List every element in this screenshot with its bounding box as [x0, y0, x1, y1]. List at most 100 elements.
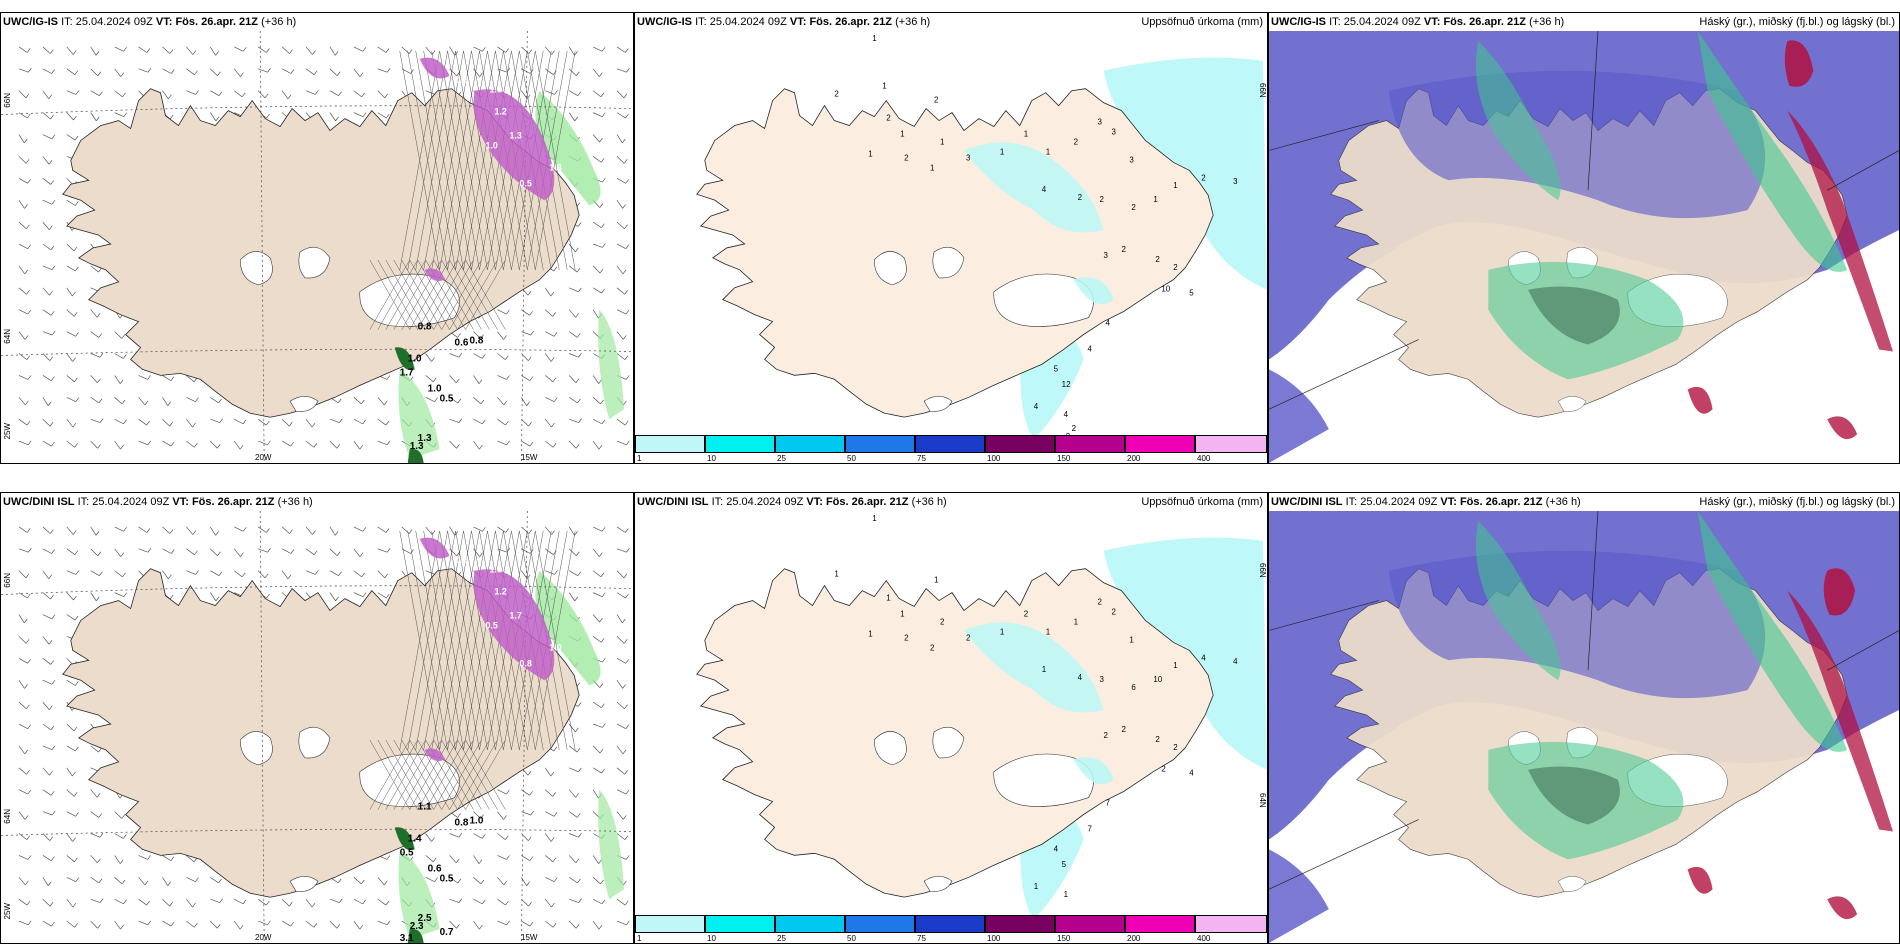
wind-barb-flag: [119, 859, 124, 864]
panel-title: UWC/IG-IS IT: 25.04.2024 09Z VT: Fös. 26…: [3, 16, 297, 28]
precip-amount-label: 3: [1129, 155, 1134, 164]
wind-barb-flag: [386, 68, 391, 73]
wind-barb-flag: [122, 572, 126, 578]
wind-barb-flag: [624, 224, 628, 229]
precip-amount-label: 3: [1104, 251, 1109, 260]
precip-area-east: [1073, 277, 1114, 305]
wind-barb-flag: [458, 833, 463, 838]
wind-barb: [521, 353, 529, 361]
wind-barb: [114, 375, 121, 384]
wind-barb: [66, 526, 74, 535]
wind-barb: [90, 440, 98, 449]
snow-amount-label: 1.0: [408, 353, 422, 364]
wind-barb-flag: [527, 836, 532, 841]
wind-barb-flag: [552, 792, 556, 797]
precip-amount-label: 4: [1042, 185, 1047, 194]
precip-amount-label: 1: [940, 137, 945, 146]
wind-barb: [473, 548, 480, 557]
hatch-line: [425, 259, 466, 330]
wind-barb-flag: [27, 440, 32, 446]
panel-wind-snow-top: UWC/IG-IS IT: 25.04.2024 09Z VT: Fös. 26…: [0, 12, 634, 464]
wind-barb: [592, 46, 603, 52]
map-area: 0.5 1.0 1.2 1.3 1.0 1.8 0.5 0.8 1.0 0.8 0.6 1.7 1.0 0…: [1, 31, 633, 463]
wind-barb: [473, 855, 480, 864]
precip-amount-label: 1: [1173, 661, 1178, 670]
wind-barb: [592, 221, 602, 228]
wind-barb: [138, 548, 149, 553]
wind-barb-flag: [144, 880, 149, 886]
wind-barb-flag: [575, 924, 580, 929]
colorbar-tick-label: 1: [637, 934, 642, 943]
wind-barb: [138, 375, 148, 380]
wind-barb: [592, 789, 599, 799]
wind-barb-flag: [96, 793, 101, 798]
wind-barb-flag: [74, 857, 78, 863]
wind-barb-flag: [361, 399, 365, 405]
precip-amount-label: 2: [1100, 195, 1105, 204]
wind-barb-flag: [98, 333, 103, 338]
precip-amount-label: 1: [1173, 181, 1178, 190]
wind-barb-flag: [550, 357, 555, 362]
wind-barb-flag: [479, 444, 483, 450]
snow-amount-label: 1.1: [418, 802, 432, 813]
wind-barb-flag: [50, 245, 55, 251]
precip-amount-label: 1: [868, 629, 873, 638]
low-cloud-over-land: [1388, 550, 1766, 699]
wind-barb: [568, 68, 577, 76]
high-cloud-patch: [1687, 386, 1713, 414]
wind-barb: [66, 418, 74, 428]
wind-barb: [449, 548, 457, 556]
wind-barb: [521, 877, 527, 886]
wind-barb: [90, 68, 99, 76]
wind-barb: [569, 90, 579, 97]
wind-barb-flag: [336, 924, 341, 929]
wind-barb: [234, 90, 243, 98]
wind-barb-flag: [552, 312, 556, 317]
wind-barb-flag: [147, 375, 151, 380]
hatch-line: [377, 259, 418, 330]
wind-barb-flag: [338, 91, 342, 96]
wind-barb: [377, 440, 388, 446]
precip-amount-label: 3: [1098, 118, 1103, 127]
wind-barb-flag: [385, 48, 390, 53]
precip-amount-label: 2: [1161, 765, 1166, 774]
cloud-map-svg: [1269, 511, 1899, 943]
wind-barb: [42, 614, 52, 620]
wind-barb: [568, 723, 576, 733]
wind-barb-flag: [73, 115, 77, 121]
wind-barb: [449, 68, 457, 76]
wind-barb: [234, 526, 244, 532]
wind-barb: [592, 397, 601, 405]
wind-barb: [616, 898, 626, 906]
wind-barb: [545, 309, 553, 317]
wind-barb: [66, 679, 76, 686]
wind-barb: [329, 592, 336, 602]
wind-barb: [497, 331, 504, 340]
wind-barb-flag: [290, 549, 295, 554]
wind-barb-flag: [625, 855, 630, 860]
low-cloud-over-land: [1388, 70, 1766, 219]
wind-barb-flag: [482, 527, 486, 532]
wind-barb: [521, 811, 531, 816]
colorbar-tick-label: 25: [777, 454, 786, 463]
wind-barb: [616, 265, 624, 275]
wind-barb-flag: [359, 552, 364, 557]
wind-barb: [210, 570, 220, 577]
precip-amount-label: 2: [1074, 137, 1079, 146]
wind-barb: [616, 178, 626, 184]
wind-barb: [592, 855, 599, 864]
wind-barb-flag: [622, 138, 626, 144]
snow-amount-label: 0.6: [428, 863, 442, 874]
wind-barb-flag: [574, 51, 578, 56]
wind-barb-flag: [480, 814, 484, 819]
wind-barb: [377, 46, 387, 53]
wind-barb-flag: [51, 810, 56, 816]
colorbar-tick-label: 150: [1057, 454, 1071, 463]
wind-barb-flag: [120, 552, 125, 557]
wind-barb: [329, 920, 338, 929]
wind-barb: [42, 679, 53, 685]
wind-barb-flag: [386, 548, 391, 553]
wind-barb-flag: [74, 135, 79, 141]
wind-barb-flag: [384, 93, 389, 99]
